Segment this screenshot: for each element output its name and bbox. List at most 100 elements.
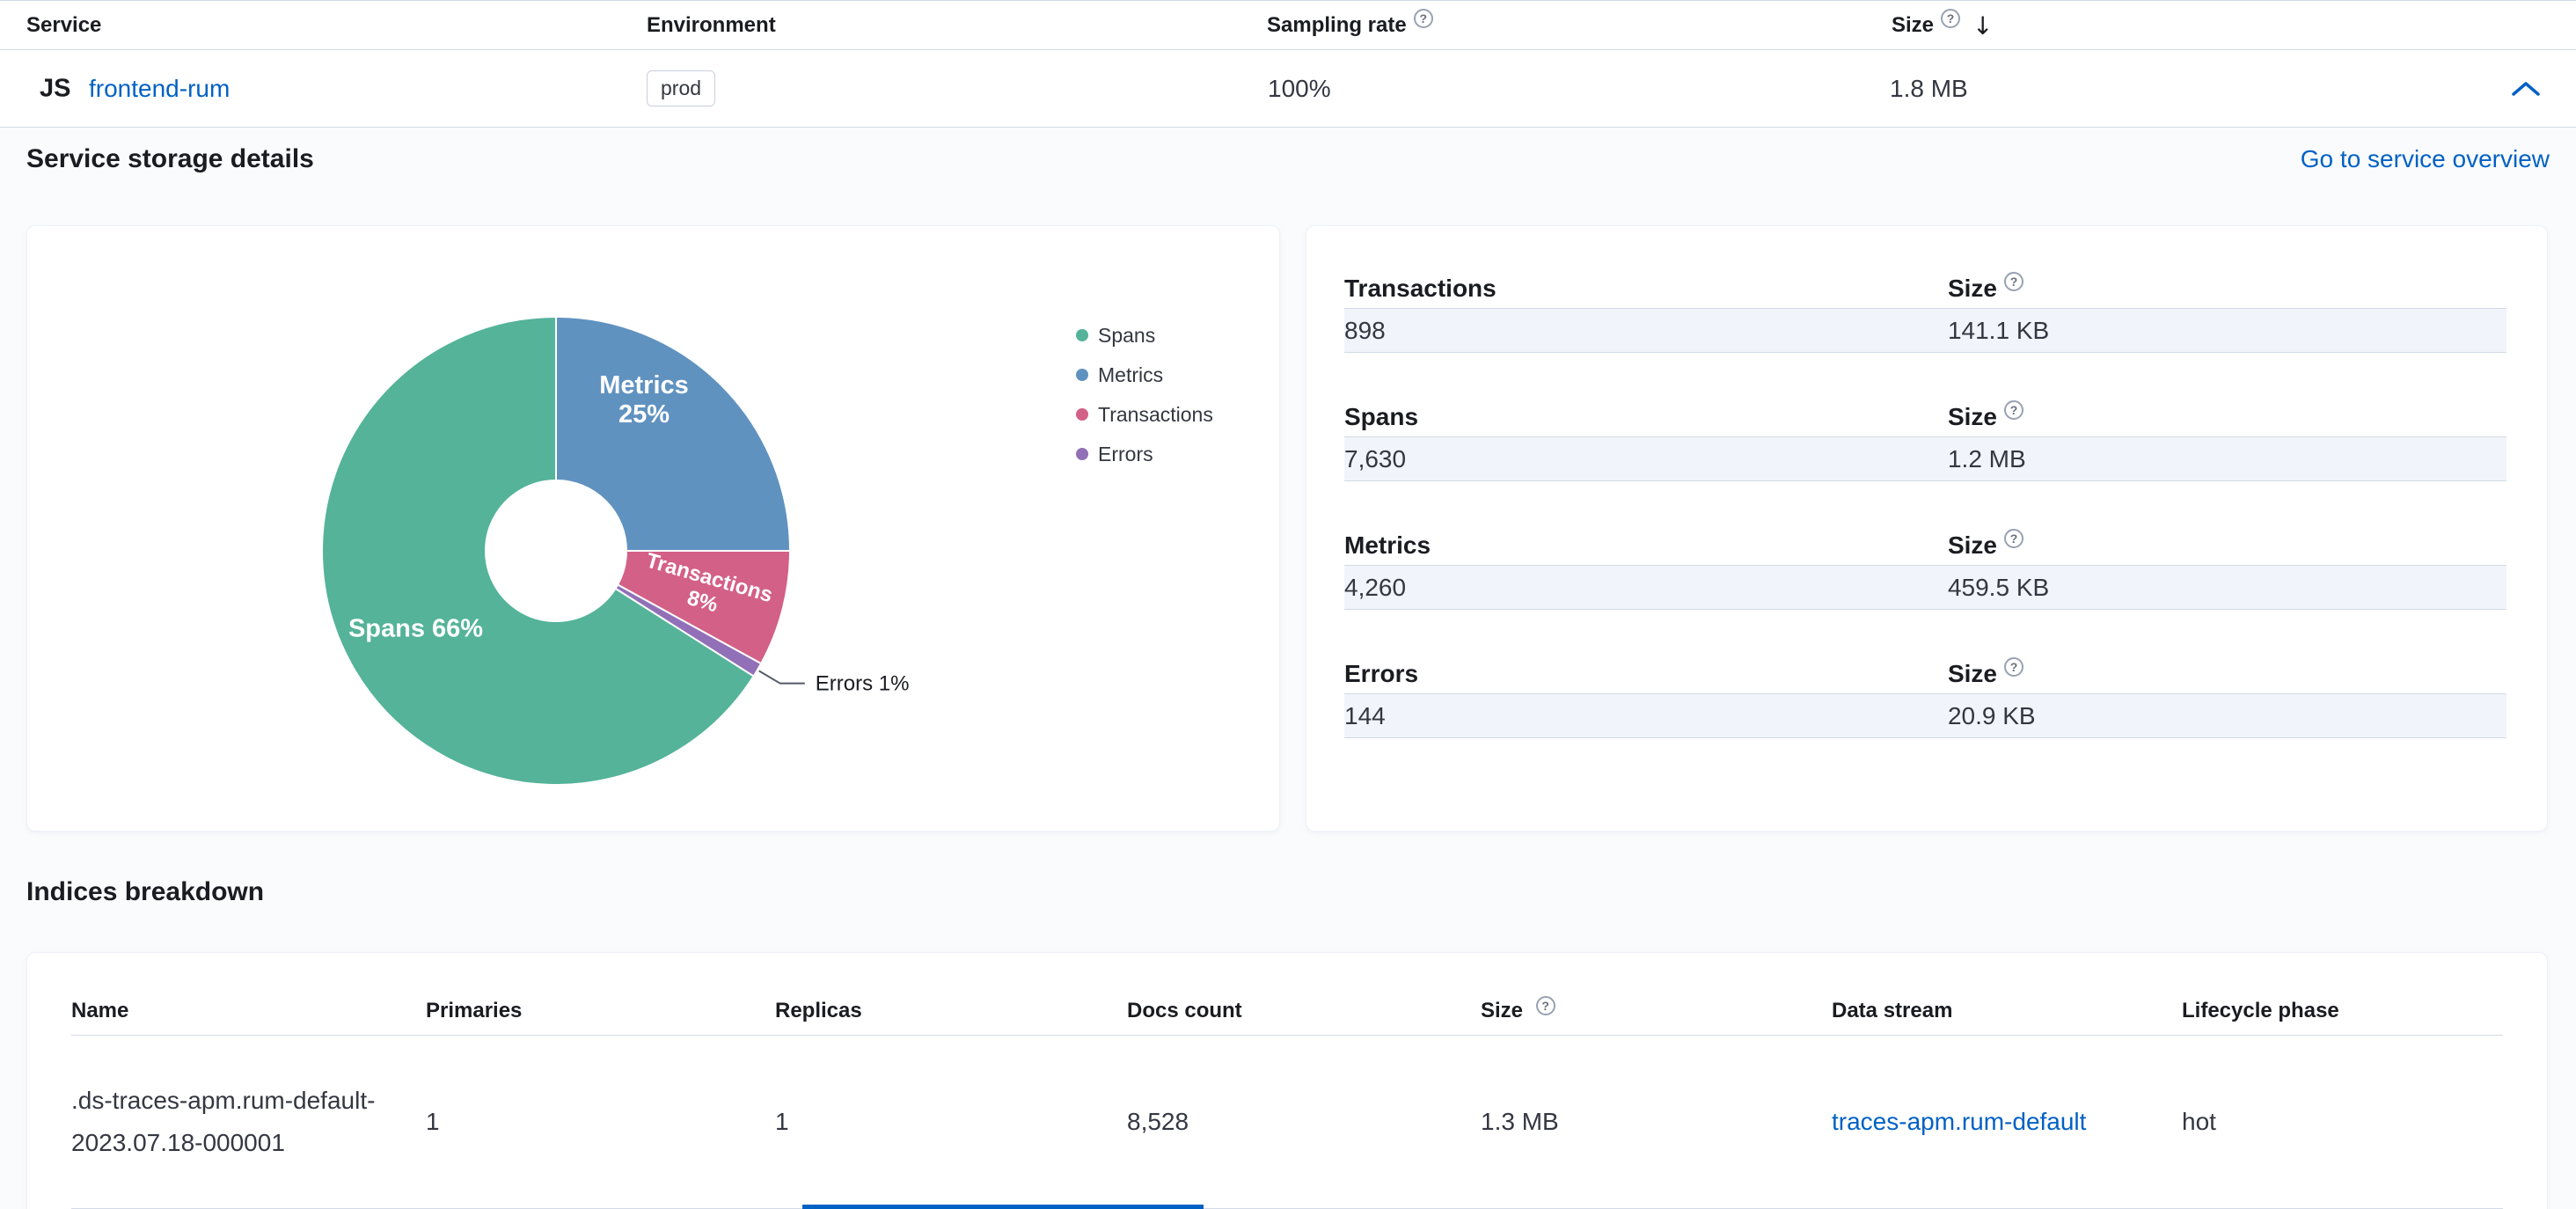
indices-panel: Name Primaries Replicas Docs count Size … (26, 952, 2548, 1209)
stat-size-header: Size ? (1947, 271, 2506, 303)
column-header-label: Service (26, 13, 102, 37)
stat-count-value: 4,260 (1344, 573, 1407, 601)
indices-column-docs-count: Docs count (1127, 998, 1242, 1022)
environment-badge: prod (647, 70, 716, 107)
stat-values-row: 898 141.1 KB (1344, 309, 2506, 353)
column-header-label: Environment (647, 13, 776, 37)
index-primaries-cell: 1 (426, 1108, 440, 1135)
column-header-label: Sampling rate (1267, 13, 1407, 37)
stat-values-row: 4,260 459.5 KB (1344, 566, 2506, 610)
go-to-service-overview-link[interactable]: Go to service overview (2300, 145, 2550, 172)
question-in-circle-icon[interactable]: ? (1413, 9, 1433, 28)
donut-slice-metrics[interactable] (555, 316, 791, 552)
stat-group-transactions: Transactions Size ? 898 141.1 KB (1344, 268, 2506, 353)
indices-table-header: Name Primaries Replicas Docs count Size … (71, 953, 2503, 1036)
indices-column-lifecycle-phase: Lifecycle phase (2182, 998, 2339, 1022)
stat-label: Errors (1344, 659, 1419, 687)
question-in-circle-icon[interactable]: ? (2004, 271, 2023, 291)
legend-label: Spans (1098, 323, 1156, 347)
stat-size-label: Size (1947, 274, 1997, 302)
service-table-row[interactable]: JS frontend-rum prod 100% 1.8 MB (0, 50, 2576, 128)
index-lifecycle-phase-cell: hot (2182, 1108, 2216, 1135)
stat-size-header: Size ? (1947, 528, 2506, 560)
indices-column-data-stream: Data stream (1832, 998, 1953, 1022)
size-value: 1.8 MB (1890, 74, 1968, 102)
legend-item-metrics[interactable]: Metrics (1076, 361, 1213, 389)
storage-donut-chart: Metrics 25%Transactions8%Errors 1%Spans 6… (321, 316, 910, 786)
column-header-sampling-rate: Sampling rate ? (1267, 1, 1433, 50)
legend-dot-icon (1076, 448, 1088, 460)
stat-size-value: 1.2 MB (1947, 444, 2026, 473)
service-name-link[interactable]: frontend-rum (89, 74, 231, 102)
stat-size-value: 141.1 KB (1947, 316, 2050, 344)
question-in-circle-icon[interactable]: ? (2004, 399, 2023, 420)
sampling-rate-value: 100% (1268, 74, 1331, 102)
index-data-stream-cell: traces-apm.rum-default (1832, 1108, 2182, 1136)
indices-column-size: Size ? (1481, 995, 1832, 1023)
column-header-size[interactable]: Size ? ↓ (1892, 1, 1994, 50)
stat-label: Metrics (1344, 531, 1431, 559)
index-name: .ds-traces-apm.rum-default-2023.07.18-00… (71, 1087, 376, 1156)
stat-values-row: 7,630 1.2 MB (1344, 437, 2506, 481)
chart-legend: Spans Metrics Transactions Errors (1076, 321, 1213, 468)
js-agent-icon: JS (40, 74, 71, 102)
stat-count-value: 7,630 (1344, 444, 1407, 473)
service-storage-details-section: Service storage details Go to service ov… (0, 128, 2576, 1209)
donut-label-errors: Errors 1% (816, 672, 910, 696)
stat-count-value: 898 (1344, 316, 1386, 344)
column-header-label: Size (1481, 998, 1524, 1022)
chevron-up-icon (2512, 81, 2540, 96)
services-table-header: Service Environment Sampling rate ? Size… (0, 0, 2576, 50)
storage-stats-panel: Transactions Size ? 898 141.1 KB Spans S… (1306, 225, 2548, 832)
indices-column-name: Name (71, 998, 129, 1022)
question-in-circle-icon[interactable]: ? (1941, 9, 1961, 28)
indices-breakdown-title: Indices breakdown (26, 877, 265, 906)
index-docs-count-cell: 8,528 (1127, 1108, 1189, 1135)
stat-group-header: Metrics Size ? (1344, 525, 2506, 566)
legend-dot-icon (1076, 408, 1088, 421)
collapse-row-button[interactable] (2503, 66, 2549, 112)
legend-label: Transactions (1098, 402, 1213, 426)
legend-label: Errors (1098, 442, 1153, 465)
details-section-header: Service storage details Go to service ov… (26, 133, 2550, 186)
stat-size-label: Size (1947, 659, 1997, 687)
stat-size-header: Size ? (1947, 399, 2506, 431)
stat-size-label: Size (1947, 402, 1997, 430)
legend-label: Metrics (1098, 363, 1164, 386)
donut-label-metrics: Metrics 25% (599, 371, 689, 429)
stat-group-errors: Errors Size ? 144 20.9 KB (1344, 654, 2506, 738)
stat-size-value: 459.5 KB (1947, 573, 2050, 601)
stat-group-header: Errors Size ? (1344, 654, 2506, 694)
sort-descending-icon[interactable]: ↓ (1972, 11, 1994, 40)
question-in-circle-icon[interactable]: ? (2004, 528, 2023, 548)
stat-size-header: Size ? (1947, 656, 2506, 688)
donut-slice-spans[interactable] (321, 316, 755, 786)
index-name-cell: .ds-traces-apm.rum-default-2023.07.18-00… (71, 1080, 426, 1164)
question-in-circle-icon[interactable]: ? (1535, 995, 1555, 1015)
stat-size-value: 20.9 KB (1947, 701, 2036, 729)
legend-dot-icon (1076, 369, 1088, 381)
stat-group-spans: Spans Size ? 7,630 1.2 MB (1344, 397, 2506, 481)
column-header-service: Service (26, 1, 101, 50)
section-title: Service storage details (26, 144, 314, 173)
indices-column-primaries: Primaries (426, 998, 523, 1022)
question-in-circle-icon[interactable]: ? (2004, 656, 2023, 677)
stat-group-metrics: Metrics Size ? 4,260 459.5 KB (1344, 525, 2506, 610)
stat-count-value: 144 (1344, 701, 1386, 729)
legend-item-spans[interactable]: Spans (1076, 321, 1213, 349)
donut-label-spans: Spans 66% (348, 615, 483, 643)
stat-group-header: Spans Size ? (1344, 397, 2506, 437)
column-header-label: Size (1892, 13, 1935, 37)
table-row: .ds-traces-apm.rum-default-2023.07.18-00… (71, 1036, 2503, 1209)
stat-label: Transactions (1344, 274, 1497, 302)
index-replicas-cell: 1 (775, 1108, 789, 1135)
column-header-environment: Environment (647, 1, 776, 50)
stat-values-row: 144 20.9 KB (1344, 694, 2506, 738)
donut-leader-line (758, 670, 805, 685)
legend-item-errors[interactable]: Errors (1076, 440, 1213, 468)
stat-size-label: Size (1947, 531, 1997, 559)
legend-dot-icon (1076, 329, 1088, 341)
legend-item-transactions[interactable]: Transactions (1076, 400, 1213, 429)
data-stream-link[interactable]: traces-apm.rum-default (1832, 1108, 2087, 1135)
